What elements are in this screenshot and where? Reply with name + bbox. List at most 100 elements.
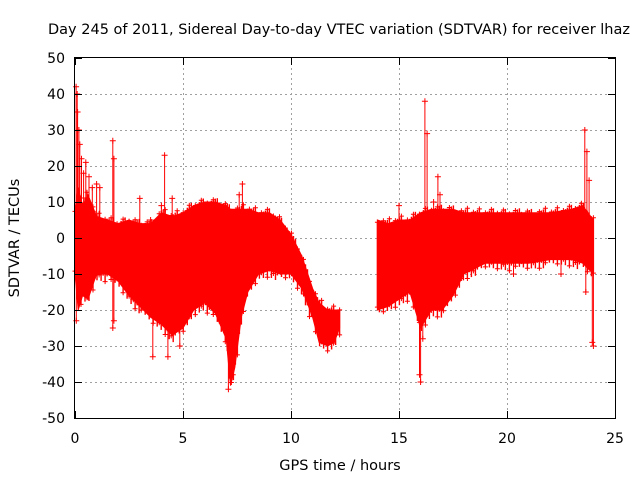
data-point (434, 173, 441, 180)
data-point (78, 155, 85, 162)
y-tick-label: 0 (56, 231, 65, 247)
data-point-marker (174, 208, 180, 214)
data-point-marker (542, 260, 548, 266)
x-tick-label: 15 (390, 431, 408, 447)
data-point-marker (434, 314, 440, 320)
data-point-marker (234, 352, 240, 358)
data-point (583, 148, 590, 155)
data-point (93, 181, 100, 187)
data-point-marker (240, 309, 246, 314)
data-point-marker (264, 274, 270, 280)
x-tick-label: 10 (282, 431, 300, 447)
data-point-marker (162, 332, 168, 337)
y-tick-label: 10 (47, 195, 65, 211)
data-point (430, 199, 437, 205)
plot-frame (74, 57, 616, 419)
chart-title: Day 245 of 2011, Sidereal Day-to-day VTE… (48, 22, 630, 38)
data-point-marker (337, 332, 343, 338)
data-point-marker (506, 268, 512, 274)
data-point-marker (404, 298, 410, 304)
y-axis-label: SDTVAR / TECUs (7, 179, 23, 298)
data-point-marker (524, 265, 530, 271)
data-point-marker (90, 204, 96, 210)
data-point (225, 386, 232, 393)
data-point (558, 271, 564, 277)
data-point (589, 339, 596, 346)
x-tick-label: 5 (179, 431, 188, 447)
data-point-marker (307, 278, 312, 284)
data-point (437, 191, 443, 198)
data-point (229, 371, 236, 378)
data-point-marker (120, 290, 126, 296)
data-point (236, 191, 243, 198)
data-point (416, 371, 423, 378)
data-point (161, 152, 168, 159)
data-point-marker (295, 285, 300, 291)
data-point-marker (289, 230, 294, 236)
data-point (239, 181, 246, 187)
data-point (110, 155, 117, 162)
x-tick-label: 0 (71, 431, 80, 447)
data-point-marker (138, 307, 144, 313)
y-tick-label: 30 (47, 123, 65, 139)
data-point-marker (90, 287, 96, 293)
data-point-marker (566, 263, 572, 269)
data-point-marker (96, 210, 102, 216)
data-point (109, 137, 116, 144)
y-tick-label: 40 (47, 87, 65, 103)
data-point-marker (392, 304, 398, 310)
data-point-marker (270, 213, 276, 219)
data-point-marker (422, 322, 428, 328)
data-point-marker (192, 312, 198, 318)
data-point-marker (542, 205, 548, 211)
y-tick-label: -20 (42, 303, 65, 319)
data-point-marker (494, 266, 500, 272)
data-point-marker (398, 213, 404, 219)
data-point-marker (380, 309, 386, 315)
data-point-marker (252, 281, 258, 287)
data-point (582, 289, 589, 295)
data-point-marker (590, 215, 596, 221)
data-point (169, 195, 176, 202)
data-point-marker (386, 216, 392, 222)
data-point (590, 343, 597, 349)
data-point-marker (162, 207, 168, 213)
data-point-marker (204, 310, 210, 316)
data-point-marker (78, 301, 84, 307)
y-tick-label: -10 (42, 267, 65, 283)
data-point-marker (464, 276, 470, 281)
data-point (109, 325, 116, 331)
data-point (96, 184, 103, 191)
data-point-marker (452, 292, 458, 298)
data-point (76, 141, 83, 148)
data-point-marker (180, 328, 186, 334)
data-point-marker (277, 214, 282, 220)
data-point (74, 109, 81, 115)
data-point (147, 217, 154, 223)
data-point-marker (252, 205, 258, 211)
y-tick-label: 20 (47, 159, 65, 175)
axis-tick-labels: 0 5 10 15 20 25 -50 -40 -30 -20 -10 0 10 20 30 40 50 (42, 51, 624, 447)
data-point-marker (240, 202, 246, 208)
data-point-marker (554, 261, 560, 267)
data-point (86, 173, 92, 180)
data-point (421, 98, 428, 105)
data-point (581, 127, 588, 133)
data-point (419, 335, 426, 342)
data-point (158, 202, 165, 209)
x-tick-label: 20 (498, 431, 516, 447)
data-point-marker (476, 206, 482, 212)
data-point-marker (210, 312, 216, 317)
data-point-marker (283, 275, 288, 281)
data-point (89, 184, 96, 191)
y-tick-label: -50 (42, 411, 65, 427)
y-tick-label: -30 (42, 339, 65, 355)
data-point-marker (337, 307, 343, 313)
data-point-marker (319, 297, 325, 303)
data-point-marker (222, 201, 228, 207)
data-point-marker (325, 348, 331, 354)
x-axis-label: GPS time / hours (279, 458, 400, 474)
data-point (417, 379, 424, 385)
data-point (82, 159, 89, 166)
data-point-marker (440, 308, 446, 314)
